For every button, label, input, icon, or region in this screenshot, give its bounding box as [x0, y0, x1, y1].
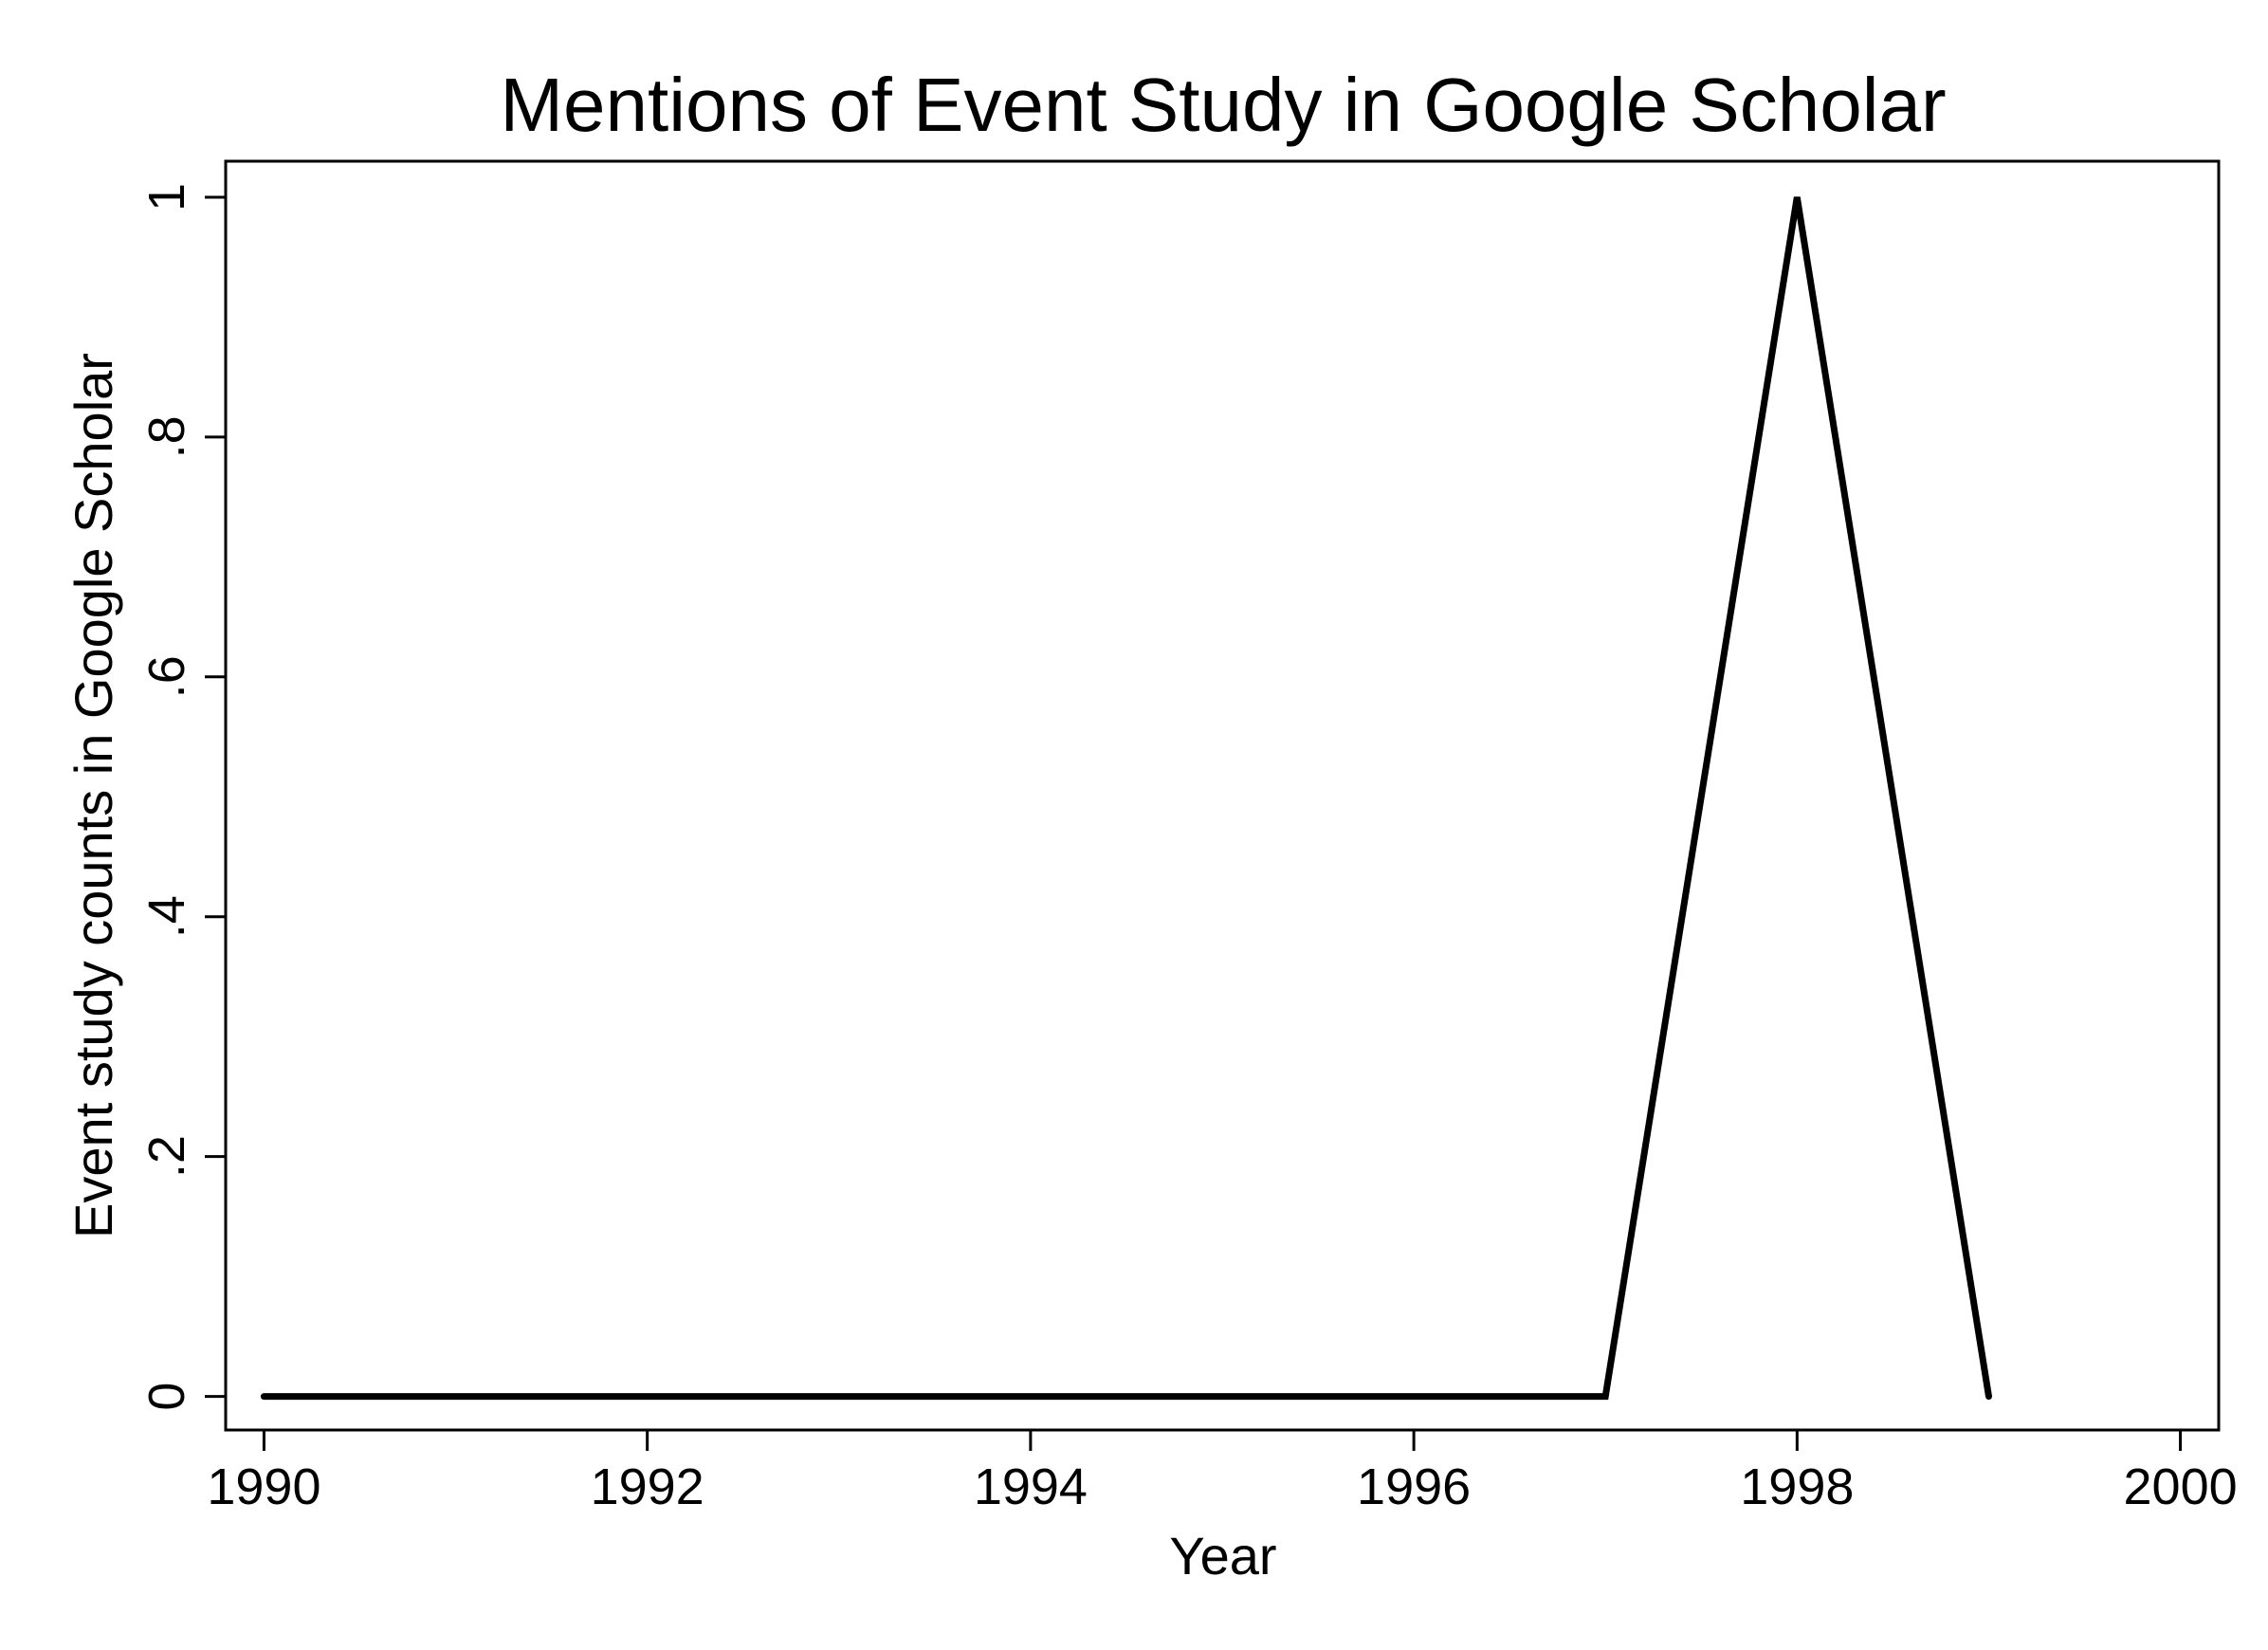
series-layer: [260, 196, 1992, 1401]
y-tick-label: 1: [138, 183, 195, 211]
x-tick-label: 1992: [591, 1458, 704, 1515]
y-tick-label: .8: [138, 415, 195, 458]
series-line: [260, 196, 1992, 1401]
x-tick-label: 1998: [1740, 1458, 1854, 1515]
plot-area-frame: [224, 159, 2221, 1432]
chart-title: Mentions of Event Study in Google Schola…: [500, 63, 1946, 147]
y-axis: 0 .2 .4 .6 .8 1: [138, 183, 226, 1411]
x-axis-label: Year: [1169, 1526, 1276, 1586]
y-tick-label: .6: [138, 655, 195, 698]
x-tick-label: 1996: [1357, 1458, 1471, 1515]
x-tick-label: 1990: [207, 1458, 320, 1515]
y-tick-label: .2: [138, 1135, 195, 1178]
y-axis-label: Event study counts in Google Scholar: [64, 353, 123, 1238]
x-tick-label: 2000: [2124, 1458, 2238, 1515]
y-tick-label: .4: [138, 895, 195, 938]
x-axis: 1990 1992 1994 1996 1998 2000: [207, 1430, 2238, 1515]
x-tick-label: 1994: [974, 1458, 1088, 1515]
y-tick-label: 0: [138, 1383, 195, 1411]
